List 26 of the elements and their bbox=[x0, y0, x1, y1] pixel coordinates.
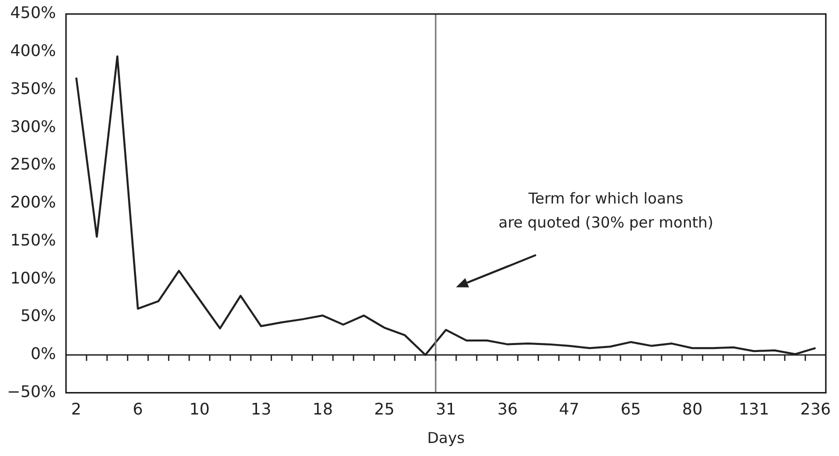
x-tick-label: 47 bbox=[558, 400, 580, 419]
x-tick-label: 25 bbox=[374, 400, 394, 419]
y-tick-label: −50% bbox=[7, 382, 56, 401]
y-tick-label: 250% bbox=[10, 154, 56, 174]
y-tick-label: 300% bbox=[10, 116, 56, 136]
y-tick-label: 100% bbox=[10, 268, 56, 288]
x-tick-label: 6 bbox=[132, 400, 143, 419]
annotation: Term for which loans are quoted (30% per month) bbox=[498, 190, 714, 232]
x-tick-label: 131 bbox=[738, 400, 770, 419]
y-tick-label: 400% bbox=[10, 41, 56, 60]
y-tick-label: 50% bbox=[20, 306, 56, 326]
x-tick-label: 10 bbox=[189, 400, 210, 419]
x-tick-label: 80 bbox=[682, 400, 703, 419]
x-tick-label: 13 bbox=[250, 400, 272, 419]
x-tick-label: 18 bbox=[312, 400, 333, 419]
y-tick-label: 150% bbox=[10, 230, 56, 250]
y-tick-label: 450% bbox=[10, 3, 56, 22]
x-tick-label: 236 bbox=[800, 400, 831, 419]
x-tick-label: 36 bbox=[497, 400, 518, 419]
x-tick-label: 31 bbox=[436, 400, 456, 419]
y-tick-label: 200% bbox=[10, 192, 56, 212]
y-tick-label: 350% bbox=[10, 78, 56, 98]
x-axis-title: Days bbox=[427, 428, 465, 447]
x-tick-label: 2 bbox=[71, 400, 82, 419]
y-tick-label: 0% bbox=[30, 344, 56, 364]
x-tick-label: 65 bbox=[620, 400, 641, 419]
